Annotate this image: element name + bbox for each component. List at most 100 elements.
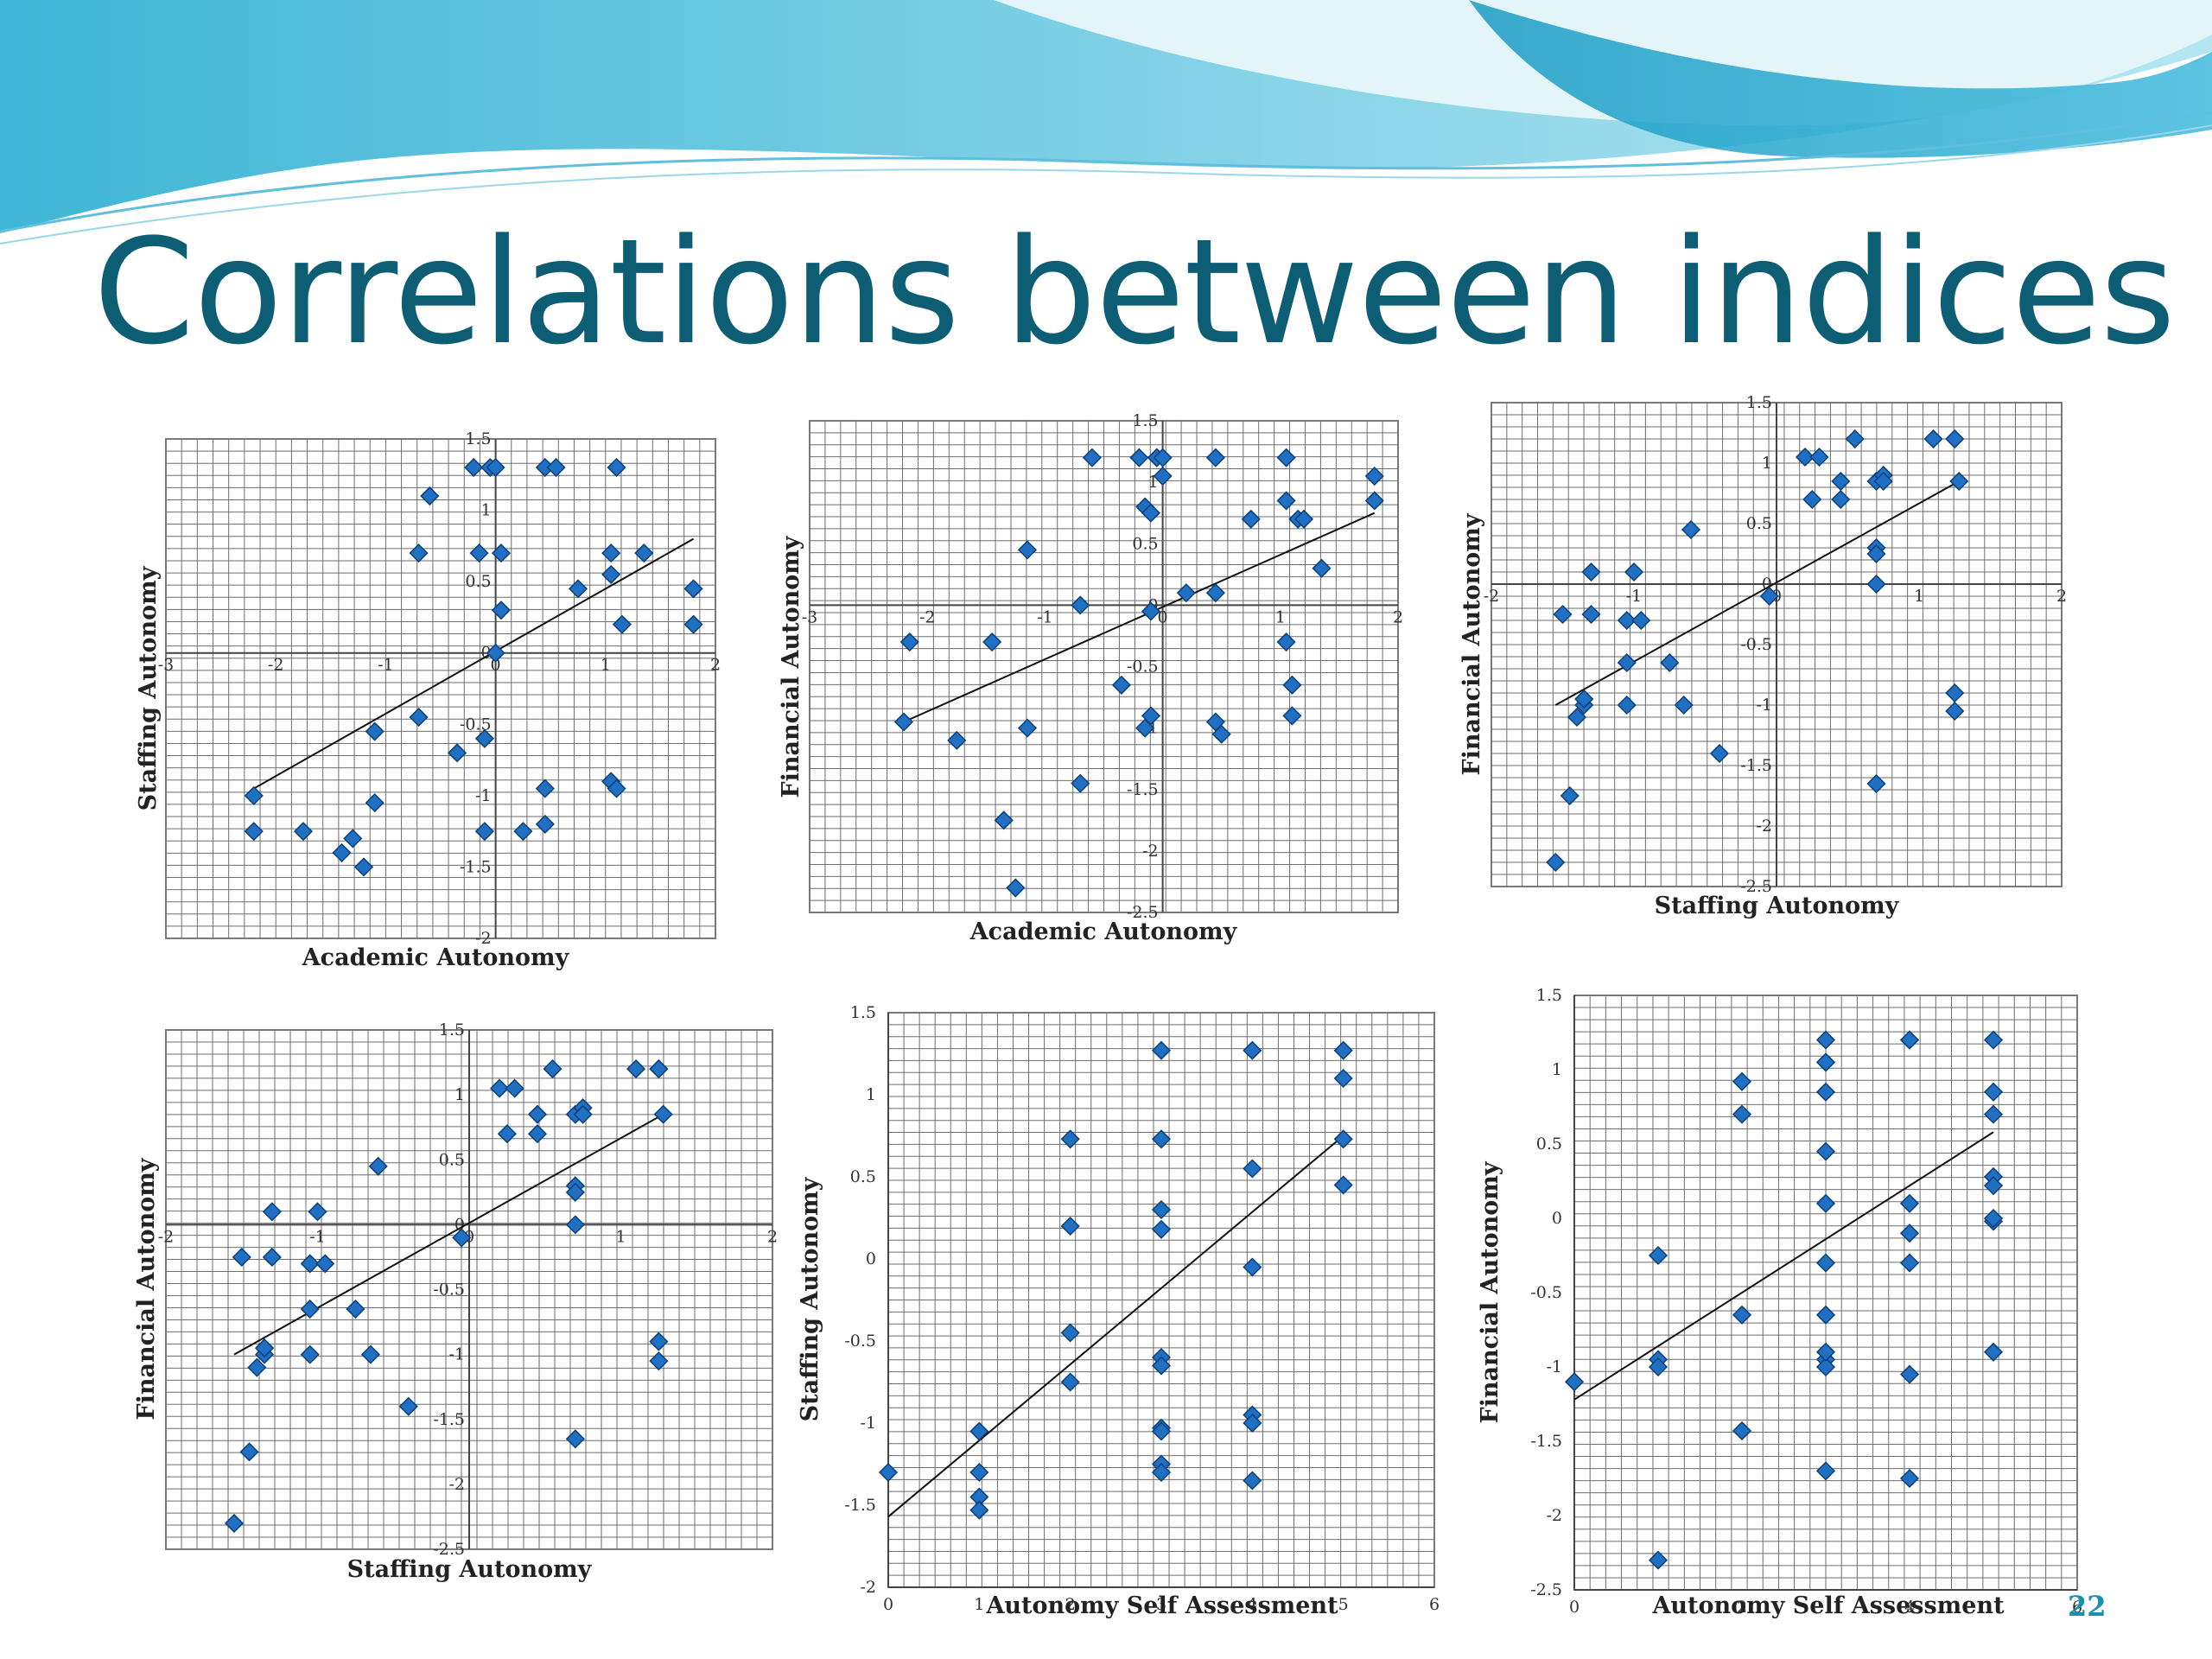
data-point xyxy=(573,1104,593,1124)
data-point xyxy=(1333,1068,1353,1089)
data-point xyxy=(1759,586,1779,607)
x-tick-label: -1 xyxy=(1037,607,1053,626)
data-point xyxy=(1681,519,1701,540)
data-point xyxy=(649,1059,669,1079)
data-point xyxy=(1151,1129,1172,1149)
data-point xyxy=(1151,1040,1172,1060)
data-point xyxy=(490,1078,510,1098)
data-point xyxy=(893,712,914,732)
data-point xyxy=(1581,604,1601,625)
data-point xyxy=(1151,1462,1172,1483)
data-point xyxy=(1617,695,1637,715)
data-point xyxy=(1060,1216,1080,1236)
data-point xyxy=(398,1396,418,1416)
y-tick-label: 0 xyxy=(1552,1209,1562,1228)
y-tick-label: -1.5 xyxy=(1740,756,1772,775)
data-point xyxy=(1205,448,1225,467)
data-point xyxy=(543,1059,563,1079)
data-point xyxy=(1866,773,1886,794)
y-tick-label: -1.5 xyxy=(844,1496,876,1515)
data-point xyxy=(452,1228,472,1248)
data-point xyxy=(994,810,1014,830)
data-point xyxy=(1983,1104,2004,1124)
data-point xyxy=(1709,743,1730,764)
data-point xyxy=(1276,632,1296,652)
trendline xyxy=(1573,1131,1994,1401)
plot-area xyxy=(165,438,716,939)
data-point xyxy=(420,486,440,506)
data-point xyxy=(649,1351,669,1371)
data-point xyxy=(1815,1141,1836,1161)
data-point xyxy=(513,822,533,842)
data-point xyxy=(1983,1208,2004,1229)
data-point xyxy=(1129,448,1149,467)
data-point xyxy=(1983,1176,2004,1196)
data-point xyxy=(239,1442,259,1462)
data-point xyxy=(1899,1364,1920,1384)
data-point xyxy=(1333,1175,1353,1195)
y-tick-label: -2 xyxy=(860,1578,876,1597)
y-tick-label: 1 xyxy=(1762,454,1772,473)
y-tick-label: 1.5 xyxy=(1536,986,1562,1005)
data-point xyxy=(1617,610,1637,631)
data-point xyxy=(1732,1421,1752,1441)
y-tick-label: -1 xyxy=(860,1414,876,1433)
x-tick-label: 1 xyxy=(1275,607,1286,626)
x-tick-label: 0 xyxy=(491,656,501,675)
x-axis-title: Autonomy Self Assessment xyxy=(1651,1592,2005,1619)
data-point xyxy=(1211,724,1231,744)
x-tick-label: -1 xyxy=(1626,587,1643,606)
data-point xyxy=(1243,1413,1262,1433)
x-tick-label: -2 xyxy=(1484,587,1500,606)
data-point xyxy=(1282,706,1302,726)
y-tick-label: -2.5 xyxy=(1530,1580,1562,1599)
data-point xyxy=(1795,447,1815,467)
x-tick-label: 6 xyxy=(2072,1598,2082,1617)
y-tick-label: -2 xyxy=(475,929,492,948)
y-tick-label: -2 xyxy=(1546,1506,1562,1525)
data-point xyxy=(469,543,489,563)
y-tick-label: 0.5 xyxy=(1536,1135,1562,1154)
data-point xyxy=(634,543,654,563)
data-point xyxy=(1333,1040,1353,1060)
y-axis-title: Staffing Autonomy xyxy=(797,1176,823,1421)
data-point xyxy=(1294,509,1314,529)
data-point xyxy=(1899,1253,1920,1273)
data-point xyxy=(1574,689,1594,709)
data-point xyxy=(601,564,621,584)
data-point xyxy=(1945,429,1965,449)
data-point xyxy=(1631,610,1651,631)
y-tick-label: -2.5 xyxy=(1127,903,1159,922)
y-tick-label: 0.5 xyxy=(439,1150,465,1169)
data-point xyxy=(1567,707,1587,728)
data-point xyxy=(1243,1040,1262,1060)
y-axis-title: Financial Autonomy xyxy=(1459,512,1485,775)
x-tick-label: 5 xyxy=(1338,1595,1349,1614)
x-tick-label: 2 xyxy=(710,656,721,675)
data-point xyxy=(1983,1030,2004,1050)
y-tick-label: -2 xyxy=(1756,817,1772,836)
data-point xyxy=(497,1124,517,1144)
x-tick-label: -2 xyxy=(158,1227,175,1246)
x-tick-label: 1 xyxy=(974,1595,984,1614)
x-tick-label: 3 xyxy=(1156,1595,1166,1614)
data-point xyxy=(1815,1461,1836,1481)
x-tick-label: 2 xyxy=(767,1227,778,1246)
data-point xyxy=(1809,447,1829,467)
data-point xyxy=(527,1104,548,1124)
y-tick-label: 0.5 xyxy=(465,572,491,591)
data-point xyxy=(607,457,626,478)
x-tick-label: 0 xyxy=(1569,1598,1580,1617)
x-tick-label: 1 xyxy=(1914,587,1924,606)
data-point xyxy=(1560,785,1580,806)
y-tick-label: 0.5 xyxy=(1132,534,1158,553)
y-tick-label: -1 xyxy=(475,786,492,805)
data-point xyxy=(1243,1159,1262,1179)
data-point xyxy=(565,1429,585,1449)
y-tick-label: 1.5 xyxy=(439,1020,465,1039)
data-point xyxy=(1243,1257,1262,1277)
data-point xyxy=(1276,448,1296,467)
data-point xyxy=(1141,706,1161,726)
